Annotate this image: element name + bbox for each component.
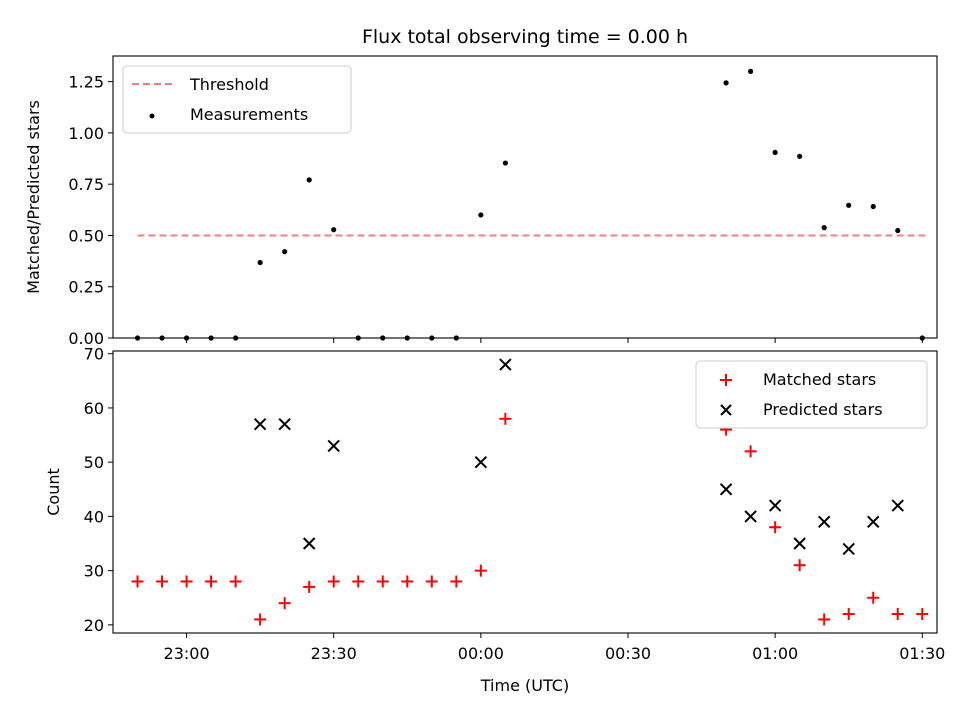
predicted-point — [499, 358, 512, 371]
legend-threshold-label: Threshold — [189, 75, 269, 94]
top-y-tick-label: 1.00 — [68, 124, 104, 143]
predicted-point — [327, 439, 340, 453]
predicted-point — [744, 510, 757, 523]
chart-title: Flux total observing time = 0.00 h — [362, 26, 688, 48]
top-legend: Threshold Measurements — [122, 65, 352, 134]
predicted-point — [302, 537, 316, 550]
top-y-tick-label: 0.25 — [68, 278, 104, 297]
predicted-point — [253, 418, 267, 431]
legend-matched-marker — [720, 374, 732, 386]
x-tick-label: 00:30 — [605, 644, 651, 663]
top-y-tick-label: 0.75 — [68, 175, 104, 194]
measurement-point — [772, 149, 778, 155]
measurement-point — [257, 259, 263, 266]
legend-predicted-marker — [720, 404, 732, 416]
x-tick-label: 23:00 — [164, 644, 210, 663]
matched-point — [401, 575, 414, 588]
matched-point — [499, 412, 512, 425]
x-axis-label: Time (UTC) — [480, 676, 569, 695]
predicted-point — [891, 499, 904, 512]
top-y-tick-label: 0.00 — [68, 329, 104, 348]
bottom-plot-frame — [112, 350, 938, 634]
predicted-point — [793, 537, 806, 550]
bottom-y-tick-label: 70 — [84, 345, 104, 364]
x-tick-label: 00:00 — [458, 644, 504, 663]
matched-point — [180, 575, 193, 588]
matched-point — [867, 591, 880, 604]
matched-point — [131, 575, 144, 588]
matched-point — [278, 597, 291, 610]
bottom-y-tick-label: 60 — [84, 399, 104, 418]
predicted-point — [278, 418, 291, 431]
measurement-point — [306, 177, 312, 183]
bottom-y-tick-label: 50 — [84, 453, 104, 472]
bottom-y-tick-label: 30 — [84, 562, 104, 581]
legend-measurements-marker — [149, 113, 155, 119]
measurement-point — [502, 160, 508, 166]
measurement-point — [723, 80, 729, 86]
matched-point — [327, 575, 340, 588]
matched-point — [769, 521, 782, 534]
x-tick-label: 01:30 — [899, 644, 945, 663]
measurement-point — [478, 212, 484, 218]
predicted-point — [474, 455, 488, 469]
matched-point — [303, 580, 316, 593]
predicted-point — [768, 499, 782, 512]
measurement-point — [282, 249, 288, 255]
matched-point — [156, 575, 169, 588]
top-y-axis-label: Matched/Predicted stars — [24, 100, 43, 294]
matched-point — [793, 559, 806, 572]
matched-point — [818, 613, 831, 626]
bottom-y-tick-label: 20 — [84, 616, 104, 635]
bottom-legend: Matched stars Predicted stars — [695, 360, 928, 429]
matched-point — [891, 608, 904, 621]
matched-point — [842, 608, 855, 621]
matched-point — [425, 575, 438, 588]
top-y-tick-label: 1.25 — [68, 73, 104, 92]
matched-point — [376, 575, 389, 588]
top-plot-frame — [112, 55, 938, 339]
measurement-point — [870, 203, 876, 210]
bottom-panel: 20 30 40 50 60 70 23:00 23:30 00:00 00:30 01:00 01… — [44, 345, 945, 695]
predicted-point — [817, 515, 831, 529]
matched-point — [254, 613, 267, 626]
measurement-point — [895, 227, 901, 234]
x-tick-label: 01:00 — [752, 644, 798, 663]
measurement-point — [748, 68, 754, 74]
top-panel: 0.00 0.25 0.50 0.75 1.00 1.25 Matched/Predict… — [24, 55, 938, 348]
matched-point — [450, 575, 463, 588]
bottom-y-axis-label: Count — [44, 468, 63, 516]
measurement-point — [331, 227, 337, 233]
matched-point — [352, 575, 365, 588]
matched-point — [916, 608, 929, 621]
matched-point — [229, 575, 242, 588]
measurement-point — [797, 153, 803, 159]
measurement-point — [846, 202, 852, 208]
predicted-point — [867, 515, 880, 529]
measurement-point — [821, 225, 827, 231]
bottom-y-tick-label: 40 — [84, 507, 104, 526]
matched-point — [205, 575, 218, 588]
legend-measurements-label: Measurements — [190, 105, 308, 124]
legend-predicted-label: Predicted stars — [763, 400, 883, 419]
matched-point — [744, 445, 757, 458]
legend-matched-label: Matched stars — [763, 370, 876, 389]
x-tick-label: 23:30 — [311, 644, 357, 663]
top-y-tick-label: 0.50 — [68, 226, 104, 245]
matched-point — [474, 564, 487, 577]
predicted-point — [842, 542, 855, 556]
predicted-point — [719, 483, 733, 496]
